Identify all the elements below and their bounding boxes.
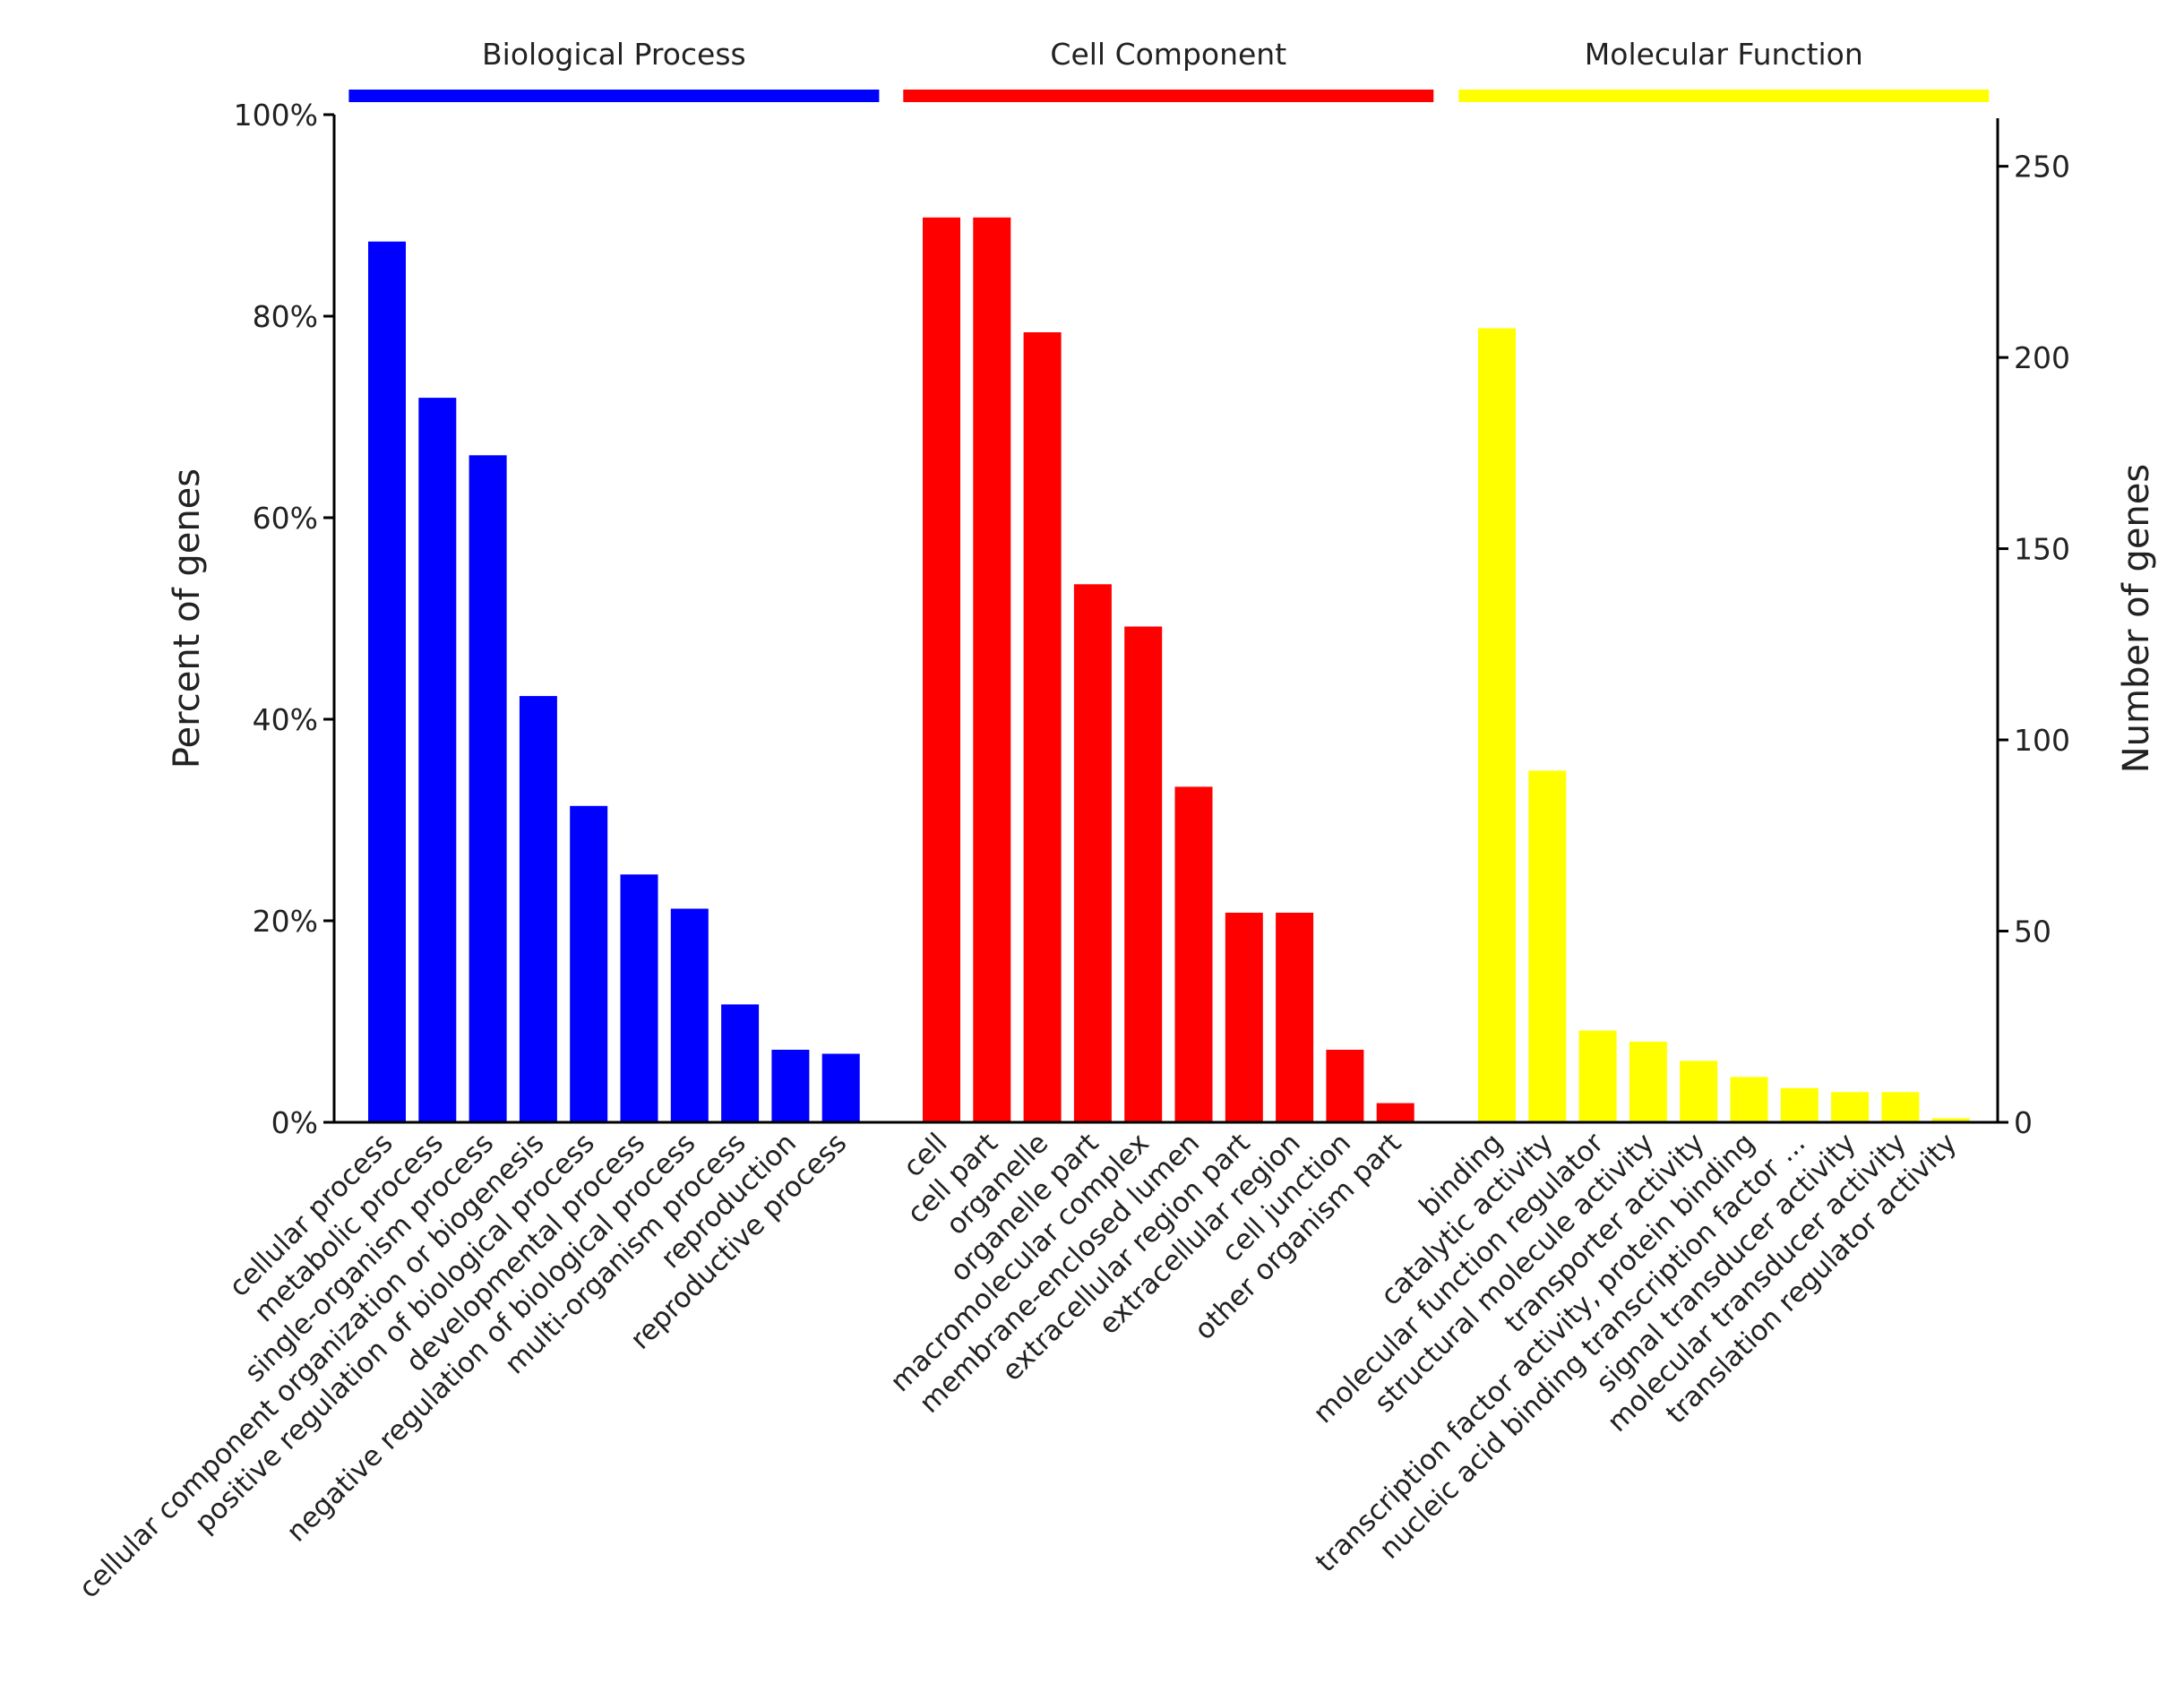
bar-0-0 [368, 241, 406, 1122]
bar-2-6 [1780, 1087, 1819, 1123]
group-title: Molecular Function [1585, 37, 1863, 72]
group-title: Cell Component [1050, 37, 1286, 72]
bar-0-3 [519, 696, 557, 1122]
bar-2-1 [1528, 770, 1567, 1122]
bar-2-4 [1680, 1060, 1718, 1122]
left-tick-label: 100% [234, 98, 318, 133]
bar-1-6 [1225, 913, 1263, 1122]
left-axis-title: Percent of genes [167, 468, 208, 769]
bar-2-8 [1881, 1092, 1920, 1123]
right-tick-label: 100 [2014, 723, 2070, 758]
bar-1-7 [1276, 913, 1314, 1122]
bar-1-4 [1124, 626, 1163, 1122]
right-tick-label: 50 [2014, 914, 2051, 949]
right-tick-label: 200 [2014, 340, 2070, 375]
left-tick-label: 60% [253, 501, 318, 536]
bar-0-4 [570, 805, 608, 1123]
right-axis-title: Number of genes [2116, 464, 2157, 773]
bar-2-3 [1629, 1042, 1667, 1122]
group-title: Biological Process [482, 37, 746, 72]
right-tick-label: 250 [2014, 150, 2070, 185]
left-tick-label: 20% [253, 904, 318, 939]
right-tick-label: 150 [2014, 532, 2070, 567]
bar-1-8 [1326, 1050, 1364, 1122]
bar-0-8 [771, 1050, 810, 1122]
left-tick-label: 80% [253, 299, 318, 334]
bar-1-3 [1073, 584, 1112, 1123]
bar-2-0 [1478, 328, 1516, 1122]
bar-0-5 [620, 874, 658, 1123]
bar-2-2 [1578, 1030, 1617, 1122]
bar-2-5 [1730, 1077, 1768, 1122]
bar-1-1 [973, 217, 1011, 1123]
bar-2-7 [1831, 1092, 1870, 1123]
bar-0-1 [418, 398, 457, 1123]
bar-0-9 [821, 1053, 860, 1122]
left-tick-label: 0% [271, 1105, 318, 1140]
bar-0-7 [721, 1004, 760, 1122]
bar-1-9 [1376, 1103, 1414, 1122]
right-tick-label: 0 [2014, 1105, 2033, 1140]
bar-0-6 [670, 908, 709, 1122]
axes-layer [323, 90, 2008, 1124]
bar-1-0 [923, 217, 960, 1123]
bar-1-5 [1174, 786, 1213, 1122]
left-tick-label: 40% [253, 702, 318, 737]
bar-0-2 [469, 455, 507, 1123]
bar-1-2 [1023, 332, 1062, 1122]
bar-2-9 [1931, 1118, 1970, 1122]
bars-layer [368, 217, 1970, 1123]
